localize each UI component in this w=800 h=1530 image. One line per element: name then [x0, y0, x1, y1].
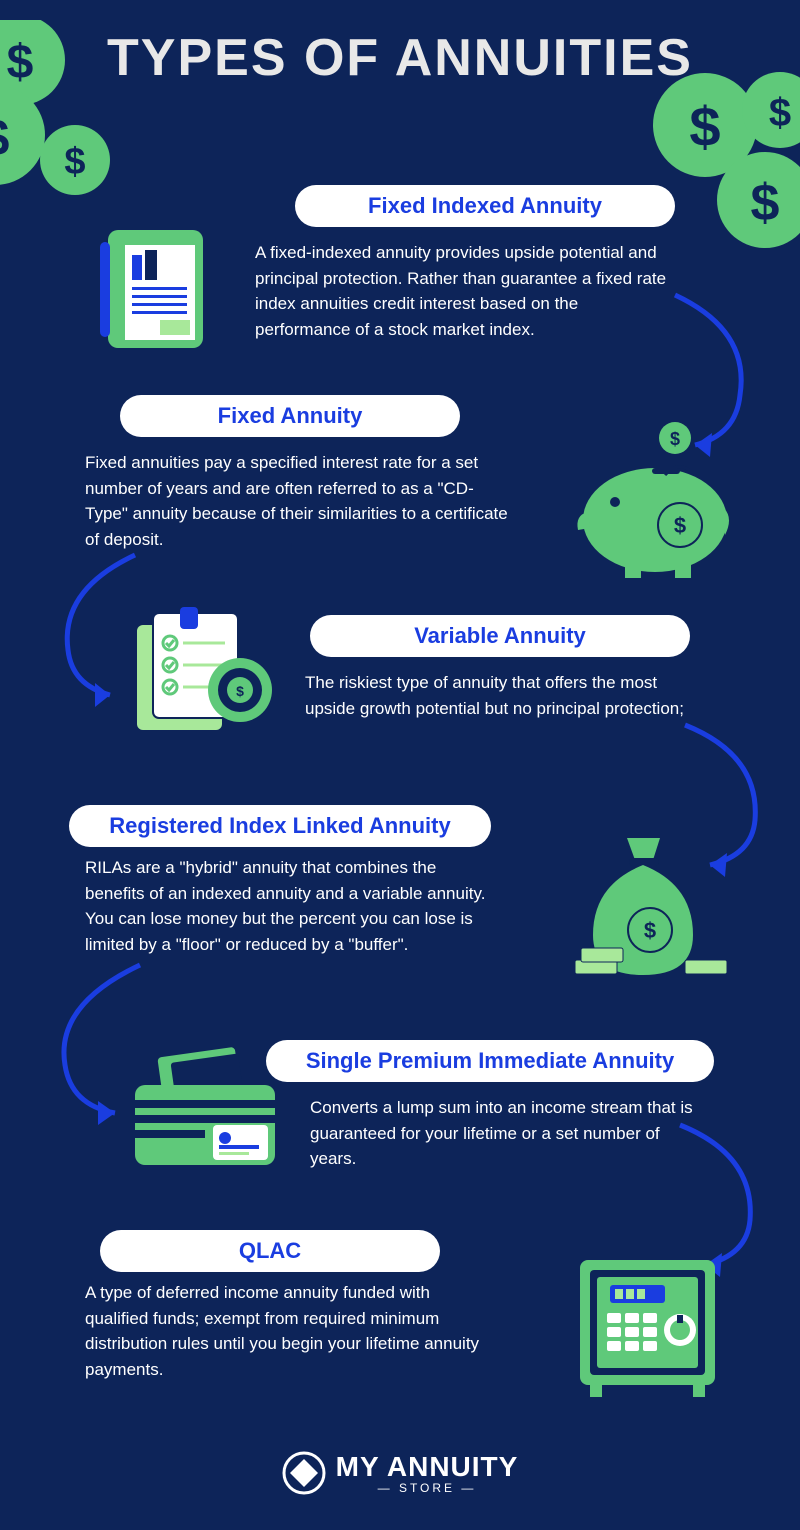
section-spia: Single Premium Immediate Annuity Convert…: [0, 1040, 800, 1082]
logo-main-text: MY ANNUITY: [336, 1451, 519, 1482]
svg-text:$: $: [670, 429, 680, 449]
heading-fixed: Fixed Annuity: [120, 395, 460, 437]
heading-qlac: QLAC: [100, 1230, 440, 1272]
svg-text:$: $: [689, 95, 720, 158]
heading-spia: Single Premium Immediate Annuity: [266, 1040, 714, 1082]
svg-text:$: $: [674, 513, 686, 538]
section-rila: Registered Index Linked Annuity RILAs ar…: [0, 805, 800, 847]
logo-mark-icon: [282, 1451, 326, 1495]
checklist-target-icon: $: [125, 605, 280, 740]
body-variable: The riskiest type of annuity that offers…: [305, 670, 705, 721]
svg-text:$: $: [64, 141, 85, 183]
svg-text:$: $: [236, 683, 244, 699]
heading-rila: Registered Index Linked Annuity: [69, 805, 490, 847]
piggy-bank-icon: $ $: [570, 420, 740, 580]
logo-sub-text: — STORE —: [336, 1481, 519, 1495]
safe-vault-icon: [565, 1245, 730, 1405]
body-rila: RILAs are a "hybrid" annuity that combin…: [85, 855, 495, 957]
svg-text:$: $: [769, 91, 791, 135]
section-fixed: Fixed Annuity Fixed annuities pay a spec…: [0, 395, 800, 437]
body-fixed-indexed: A fixed-indexed annuity provides upside …: [255, 240, 675, 342]
heading-variable: Variable Annuity: [310, 615, 690, 657]
report-document-icon: [90, 220, 230, 360]
svg-text:$: $: [0, 109, 10, 167]
svg-text:$: $: [7, 36, 34, 89]
body-qlac: A type of deferred income annuity funded…: [85, 1280, 485, 1382]
section-fixed-indexed: Fixed Indexed Annuity A fixed-indexed an…: [0, 185, 800, 227]
body-fixed: Fixed annuities pay a specified interest…: [85, 450, 515, 552]
coins-top-right-icon: $ $ $: [645, 70, 800, 260]
coins-top-left-icon: $ $ $: [0, 20, 140, 200]
wallet-icon: [125, 1040, 285, 1170]
svg-text:$: $: [644, 918, 656, 943]
brand-logo: MY ANNUITY — STORE —: [0, 1451, 800, 1500]
heading-fixed-indexed: Fixed Indexed Annuity: [295, 185, 675, 227]
section-variable: Variable Annuity $ The riskiest type of …: [0, 615, 800, 657]
money-bag-icon: $: [565, 830, 735, 990]
section-qlac: QLAC A type of deferred income annuity f…: [0, 1230, 800, 1272]
